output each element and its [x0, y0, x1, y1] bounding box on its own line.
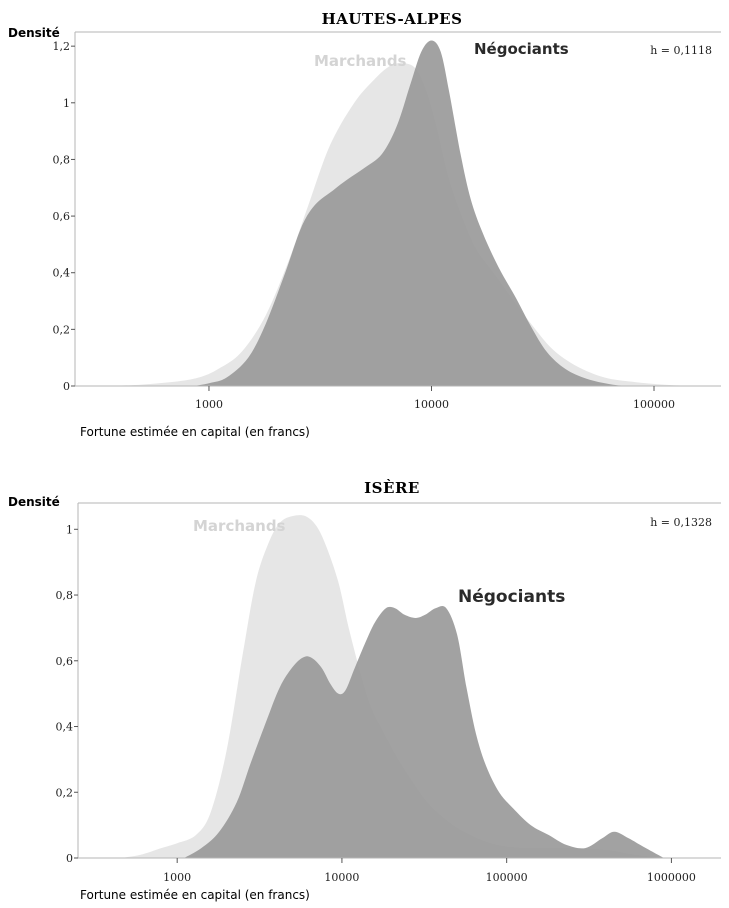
- chart-title: Hautes-Alpes: [322, 10, 463, 28]
- x-tick-label: 10000: [324, 871, 359, 884]
- x-tick-label: 1000: [195, 398, 223, 411]
- x-axis-label: Fortune estimée en capital (en francs): [80, 425, 310, 439]
- y-tick-label: 0,8: [56, 589, 74, 602]
- y-axis-label: Densité: [8, 26, 60, 40]
- y-tick-label: 0,8: [53, 153, 71, 166]
- y-tick-label: 0,4: [56, 721, 74, 734]
- panel-hautes-alpes: Hautes-Alpes Densité 0 0,2 0,4 0,6 0,8 1 1,2 1…: [8, 10, 721, 439]
- y-tick-label: 1,2: [53, 40, 71, 53]
- y-tick-label: 0,2: [53, 323, 71, 336]
- y-tick-label: 0,6: [56, 655, 74, 668]
- y-tick-label: 0,2: [56, 786, 74, 799]
- x-tick-label: 10000: [414, 398, 449, 411]
- bandwidth-annotation: h = 0,1118: [650, 44, 712, 57]
- x-tick-label: 100000: [633, 398, 675, 411]
- y-tick-label: 0: [63, 380, 70, 393]
- y-tick-label: 0,4: [53, 267, 71, 280]
- bandwidth-annotation: h = 0,1328: [650, 516, 712, 529]
- y-tick-label: 1: [66, 523, 73, 536]
- x-tick-label: 100000: [486, 871, 528, 884]
- panel-isere: Isère Densité 00,20,40,60,81 1000 10000 10…: [8, 479, 721, 902]
- density-areas: [107, 40, 694, 386]
- series-label-negociants: Négociants: [458, 587, 565, 607]
- y-axis-ticks: 0 0,2 0,4 0,6 0,8 1 1,2: [53, 40, 75, 393]
- y-axis-ticks: 0 0,2 0,4 0,6 0,8 1: [56, 523, 78, 865]
- y-axis-label: Densité: [8, 495, 60, 509]
- x-axis-ticks: 1000 10000 100000 1000000: [163, 858, 696, 884]
- density-area-negociants: [184, 605, 664, 858]
- y-tick-label: 0: [66, 852, 73, 865]
- density-areas: [120, 515, 664, 858]
- x-axis-label: Fortune estimée en capital (en francs): [80, 888, 310, 902]
- x-axis-ticks: 1000 10000 100000: [195, 386, 675, 411]
- x-tick-label: 1000000: [647, 871, 696, 884]
- x-tick-label: 1000: [163, 871, 191, 884]
- series-label-marchands: Marchands: [314, 52, 407, 70]
- y-tick-label: 0,6: [53, 210, 71, 223]
- series-label-marchands: Marchands: [193, 517, 286, 535]
- chart-title: Isère: [364, 479, 420, 497]
- density-area-negociants: [193, 40, 633, 386]
- y-tick-label: 1: [63, 97, 70, 110]
- series-label-negociants: Négociants: [474, 40, 569, 58]
